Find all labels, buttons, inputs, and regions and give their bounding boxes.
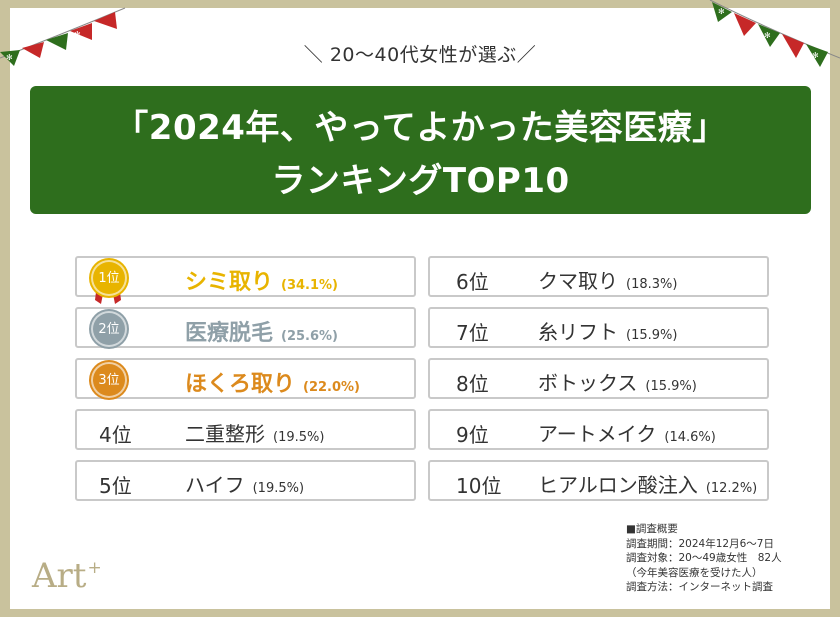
rank-percent: (12.2%) (705, 481, 758, 496)
rank-number: 8位 (456, 372, 489, 396)
rank-number: 10位 (456, 474, 502, 498)
rank-item-2: 2位 医療脱毛 (25.6%) (75, 307, 416, 348)
survey-period: 調査期間：2024年12月6〜7日 (626, 537, 774, 550)
rank-name: アートメイク (14.6%) (538, 418, 716, 447)
rank-percent: (14.6%) (664, 430, 716, 445)
rank-name: ボトックス (15.9%) (538, 367, 697, 396)
title-line-2: ランキングTOP10 (271, 161, 570, 201)
rank-item-5: 5位 ハイフ (19.5%) (75, 460, 416, 501)
rank-percent: (34.1%) (281, 278, 338, 293)
rank-label: ボトックス (538, 371, 638, 395)
rank-name: 二重整形 (19.5%) (185, 418, 324, 447)
medal-icon: 1位 (91, 260, 127, 296)
rank-percent: (22.0%) (303, 380, 360, 395)
rank-label: クマ取り (538, 269, 618, 293)
rank-label: 糸リフト (538, 320, 618, 344)
rank-name: 糸リフト (15.9%) (538, 316, 677, 345)
rank-percent: (18.3%) (626, 277, 678, 292)
rank-item-4: 4位 二重整形 (19.5%) (75, 409, 416, 450)
survey-target-note: （今年美容医療を受けた人） (626, 566, 763, 579)
rank-name: クマ取り (18.3%) (538, 265, 677, 294)
medal-icon: 2位 (91, 311, 127, 347)
rank-item-10: 10位 ヒアルロン酸注入 (12.2%) (428, 460, 769, 501)
rank-percent: (15.9%) (645, 379, 697, 394)
rank-item-8: 8位 ボトックス (15.9%) (428, 358, 769, 399)
rank-label: 医療脱毛 (185, 321, 274, 346)
rank-item-9: 9位 アートメイク (14.6%) (428, 409, 769, 450)
rank-label: ヒアルロン酸注入 (538, 473, 698, 497)
rank-item-7: 7位 糸リフト (15.9%) (428, 307, 769, 348)
rank-name: ほくろ取り (22.0%) (185, 366, 360, 398)
rank-number: 9位 (456, 423, 489, 447)
rank-label: ほくろ取り (185, 372, 296, 397)
title-banner: 「2024年、やってよかった美容医療」 ランキングTOP10 (30, 86, 811, 214)
rank-label: ハイフ (185, 473, 245, 497)
logo-text: Art (32, 556, 87, 596)
rank-number: 5位 (99, 474, 132, 498)
rank-name: シミ取り (34.1%) (185, 264, 338, 296)
rank-item-3: 3位 ほくろ取り (22.0%) (75, 358, 416, 399)
survey-summary: ■調査概要 調査期間：2024年12月6〜7日 調査対象：20〜49歳女性 82… (626, 522, 782, 595)
title-line-1: 「2024年、やってよかった美容医療」 (114, 108, 727, 148)
rank-percent: (19.5%) (252, 481, 305, 496)
logo-plus-icon: + (87, 558, 102, 578)
rank-label: シミ取り (185, 270, 274, 295)
rank-percent: (15.9%) (626, 328, 678, 343)
survey-method: 調査方法：インターネット調査 (626, 581, 773, 593)
rank-percent: (25.6%) (281, 329, 338, 344)
rank-label: アートメイク (538, 422, 657, 446)
survey-heading: ■調査概要 (626, 523, 678, 535)
rank-item-1: 1位 シミ取り (34.1%) (75, 256, 416, 304)
rank-name: ヒアルロン酸注入 (12.2%) (538, 469, 757, 498)
rank-number: 4位 (99, 423, 132, 447)
brand-logo: Art+ (32, 556, 102, 596)
rank-label: 二重整形 (185, 422, 265, 446)
rank-number: 6位 (456, 270, 489, 294)
medal-icon: 3位 (91, 362, 127, 398)
rank-percent: (19.5%) (273, 430, 325, 445)
rank-item-6: 6位 クマ取り (18.3%) (428, 256, 769, 297)
subtitle: ＼ 20〜40代女性が選ぶ／ (303, 44, 537, 66)
rank-number: 7位 (456, 321, 489, 345)
rank-name: ハイフ (19.5%) (185, 469, 304, 498)
survey-target: 調査対象：20〜49歳女性 82人 (626, 552, 782, 564)
rank-name: 医療脱毛 (25.6%) (185, 315, 338, 347)
